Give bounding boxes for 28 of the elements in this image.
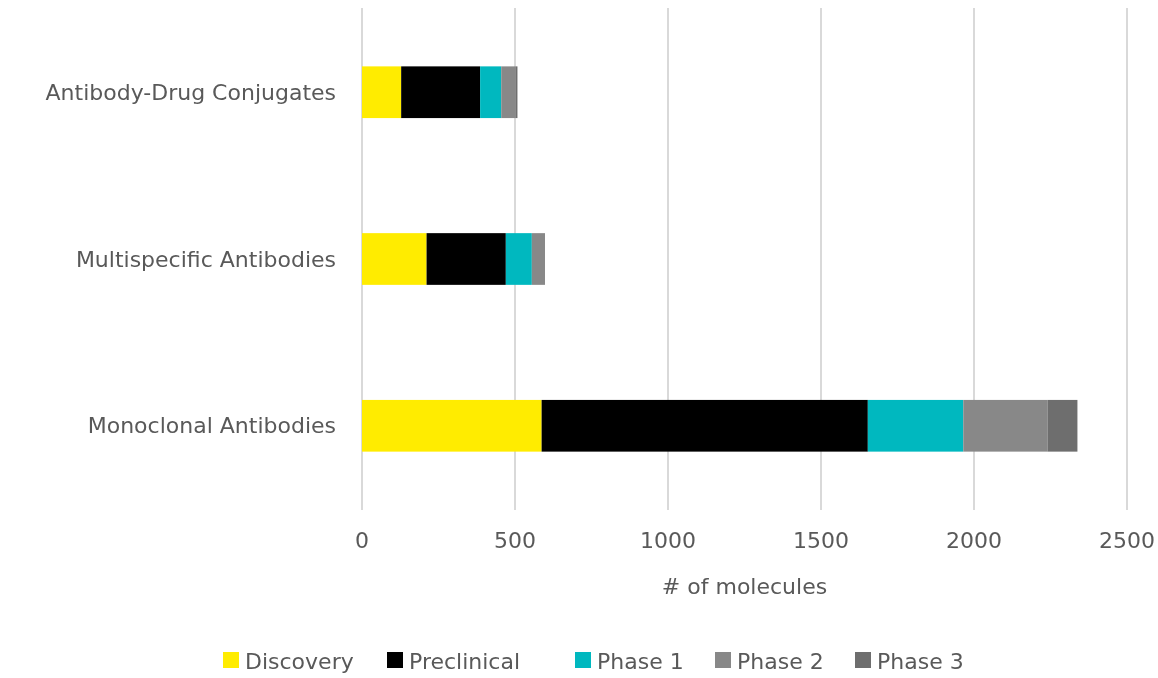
legend-label: Phase 2: [737, 648, 824, 674]
bar: [426, 233, 506, 285]
bar: [1047, 399, 1078, 452]
bar: [480, 66, 502, 119]
bar: [362, 233, 427, 285]
bar: [963, 399, 1048, 452]
legend-label: Phase 1: [597, 648, 684, 674]
x-tick-label: 500: [494, 528, 536, 553]
bar: [531, 233, 545, 285]
x-tick-label: 1500: [793, 528, 849, 553]
bar: [401, 66, 481, 119]
x-tick-label: 2000: [946, 528, 1002, 553]
bar: [541, 399, 868, 452]
y-tick-label: Multispecific Antibodies: [75, 246, 336, 272]
bar: [362, 399, 542, 452]
x-tick-label: 0: [355, 528, 369, 553]
legend-label: Preclinical: [409, 648, 521, 674]
legend-label: Phase 3: [877, 648, 964, 674]
y-tick-label: Monoclonal Antibodies: [87, 413, 336, 439]
y-tick-label: Antibody-Drug Conjugates: [45, 79, 336, 105]
bar: [362, 66, 402, 119]
bar: [501, 66, 516, 119]
x-tick-label: 1000: [640, 528, 696, 553]
legend-label: Discovery: [245, 648, 354, 674]
x-axis-title: # of molecules: [661, 574, 828, 599]
bar: [867, 399, 964, 452]
x-tick-label: 2500: [1099, 528, 1155, 553]
bar: [505, 233, 532, 285]
